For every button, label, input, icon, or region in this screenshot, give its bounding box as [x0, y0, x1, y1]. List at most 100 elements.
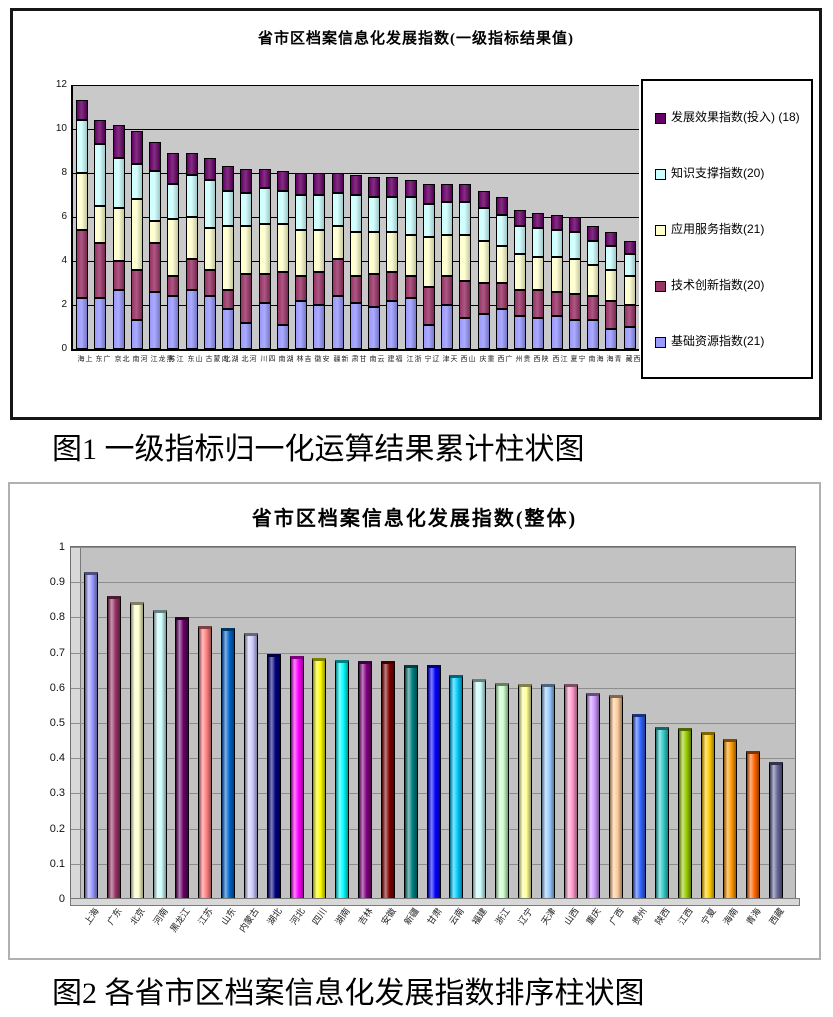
stacked-bar-segment [386, 232, 398, 272]
stacked-bar-segment [222, 289, 234, 310]
y-axis-tick-label: 10 [55, 123, 67, 134]
stacked-bar-segment [386, 272, 398, 301]
legend-color-swatch [655, 280, 666, 292]
stacked-bar-segment [368, 274, 380, 308]
y-axis-tick-label: 0.4 [49, 752, 65, 765]
x-axis-category-label: 湖南 [278, 355, 293, 362]
y-axis-tick-label: 0.9 [49, 576, 65, 589]
bar [655, 726, 669, 899]
stacked-bar-segment [76, 100, 88, 121]
legend-color-swatch [655, 336, 666, 348]
stacked-bar-segment [222, 190, 234, 226]
stacked-bar-segment [496, 197, 508, 215]
stacked-bar-segment [478, 283, 490, 314]
x-axis-category-label: 北京 [114, 355, 129, 362]
stacked-bar-segment [441, 184, 453, 202]
stacked-bar-segment [76, 298, 88, 349]
bar [84, 571, 98, 899]
bar [175, 617, 189, 899]
stacked-bar-segment [496, 214, 508, 246]
figure2-chart-frame: 省市区档案信息化发展指数(整体) 0 0.1 0.2 0.3 0.4 0.5 0.6 0.7 0… [8, 482, 821, 960]
stacked-bar-segment [605, 269, 617, 301]
stacked-bar-segment [532, 212, 544, 228]
bar [449, 675, 463, 899]
stacked-bar-segment [350, 302, 362, 349]
stacked-bar-segment [605, 329, 617, 349]
stacked-bar-segment [496, 283, 508, 310]
x-axis-category-label: 广西 [497, 355, 512, 362]
stacked-bar-segment [368, 307, 380, 349]
gridline [71, 617, 795, 619]
legend-color-swatch [655, 168, 666, 180]
stacked-bar-segment [240, 192, 252, 226]
x-axis-category-label: 陕西 [533, 355, 548, 362]
stacked-bar-segment [332, 296, 344, 349]
stacked-bar-segment [131, 199, 143, 270]
stacked-bar-segment [478, 241, 490, 283]
stacked-bar-segment [222, 166, 234, 191]
bar [244, 633, 258, 899]
stacked-bar-segment [149, 142, 161, 171]
stacked-bar-segment [532, 318, 544, 349]
gridline [73, 85, 639, 86]
stacked-bar-segment [94, 206, 106, 244]
figure1-chart-title: 省市区档案信息化发展指数(一级指标结果值) [258, 31, 574, 47]
x-axis-category-label: 新疆 [333, 355, 348, 362]
x-axis-category-label: 河南 [132, 355, 147, 362]
stacked-bar-segment [186, 217, 198, 259]
x-axis-category-label: 四川 [260, 355, 275, 362]
stacked-bar-segment [350, 276, 362, 303]
stacked-bar-segment [186, 258, 198, 290]
stacked-bar-segment [532, 228, 544, 257]
stacked-bar-segment [587, 241, 599, 266]
stacked-bar-segment [313, 230, 325, 272]
stacked-bar-segment [423, 287, 435, 325]
legend-item-label: 基础资源指数(21) [671, 333, 765, 348]
stacked-bar-segment [94, 144, 106, 206]
stacked-bar-segment [204, 296, 216, 349]
y-axis-tick-label: 2 [61, 299, 67, 310]
stacked-bar-segment [423, 236, 435, 288]
bar [358, 661, 372, 899]
figure2-plot-area: 0 0.1 0.2 0.3 0.4 0.5 0.6 0.7 0.8 0.9 1 上海 广东 北京 河南 黑龙江… [50, 541, 796, 934]
stacked-bar-segment [551, 256, 563, 292]
stacked-bar-segment [259, 188, 271, 224]
stacked-bar-segment [569, 217, 581, 233]
x-axis-category-label: 云南 [369, 355, 384, 362]
legend-color-swatch [655, 112, 666, 124]
bar [267, 654, 281, 899]
x-axis-category-label: 山东 [187, 355, 202, 362]
stacked-bar-segment [441, 201, 453, 235]
stacked-bar-segment [350, 175, 362, 195]
stacked-bar-segment [240, 168, 252, 193]
legend-item: 发展效果指数(投入) (18) [655, 110, 807, 125]
stacked-bar-segment [76, 230, 88, 299]
x-axis-category-label: 天津 [442, 355, 457, 362]
bar [701, 731, 715, 899]
stacked-bar-segment [587, 265, 599, 297]
stacked-bar-segment [423, 184, 435, 204]
stacked-bar-segment [368, 197, 380, 233]
y-axis-tick-label: 6 [61, 211, 67, 222]
stacked-bar-segment [204, 228, 216, 270]
stacked-bar-segment [350, 195, 362, 233]
bar [335, 659, 349, 899]
x-axis-category-label: 黑龙江 [150, 355, 173, 362]
stacked-bar-segment [313, 173, 325, 195]
y-axis-tick-label: 0 [61, 343, 67, 354]
stacked-bar-segment [569, 294, 581, 321]
stacked-bar-segment [587, 296, 599, 321]
stacked-bar-segment [459, 184, 471, 202]
stacked-bar-segment [405, 234, 417, 277]
x-axis-category-label: 江苏 [168, 355, 183, 362]
x-axis-category-label: 福建 [387, 355, 402, 362]
stacked-bar-segment [94, 120, 106, 145]
stacked-bar-segment [295, 276, 307, 301]
stacked-bar-segment [478, 190, 490, 209]
x-axis-category-label: 吉林 [296, 355, 311, 362]
stacked-bar-segment [496, 309, 508, 349]
x-axis-category-label: 宁夏 [570, 355, 585, 362]
x-axis-category-label: 甘肃 [351, 355, 366, 362]
stacked-bar-segment [167, 184, 179, 220]
x-axis-category-label: 青海 [606, 355, 621, 362]
